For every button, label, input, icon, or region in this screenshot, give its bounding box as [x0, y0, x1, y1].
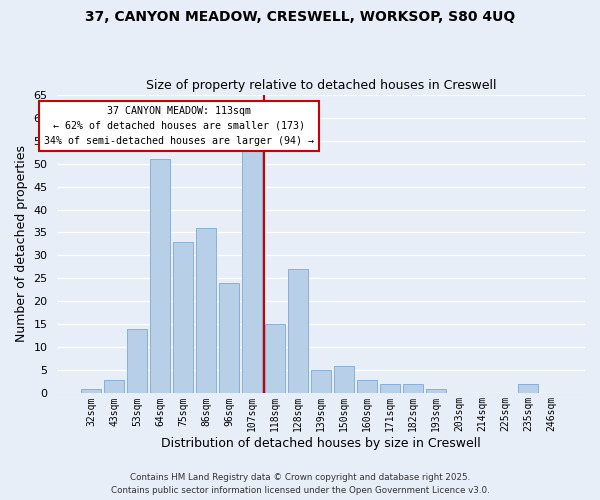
Bar	[518, 384, 538, 394]
Bar	[220, 283, 239, 394]
Text: 37 CANYON MEADOW: 113sqm
← 62% of detached houses are smaller (173)
34% of semi-: 37 CANYON MEADOW: 113sqm ← 62% of detach…	[44, 106, 314, 146]
Bar	[403, 384, 423, 394]
Bar	[427, 389, 446, 394]
Title: Size of property relative to detached houses in Creswell: Size of property relative to detached ho…	[146, 79, 496, 92]
Bar	[196, 228, 216, 394]
Bar	[358, 380, 377, 394]
Text: 37, CANYON MEADOW, CRESWELL, WORKSOP, S80 4UQ: 37, CANYON MEADOW, CRESWELL, WORKSOP, S8…	[85, 10, 515, 24]
Bar	[311, 370, 331, 394]
Bar	[127, 329, 147, 394]
Bar	[82, 389, 101, 394]
X-axis label: Distribution of detached houses by size in Creswell: Distribution of detached houses by size …	[161, 437, 481, 450]
Text: Contains HM Land Registry data © Crown copyright and database right 2025.
Contai: Contains HM Land Registry data © Crown c…	[110, 474, 490, 495]
Bar	[104, 380, 124, 394]
Bar	[151, 159, 170, 394]
Bar	[380, 384, 400, 394]
Bar	[289, 270, 308, 394]
Bar	[242, 145, 262, 394]
Y-axis label: Number of detached properties: Number of detached properties	[15, 146, 28, 342]
Bar	[334, 366, 354, 394]
Bar	[265, 324, 285, 394]
Bar	[173, 242, 193, 394]
